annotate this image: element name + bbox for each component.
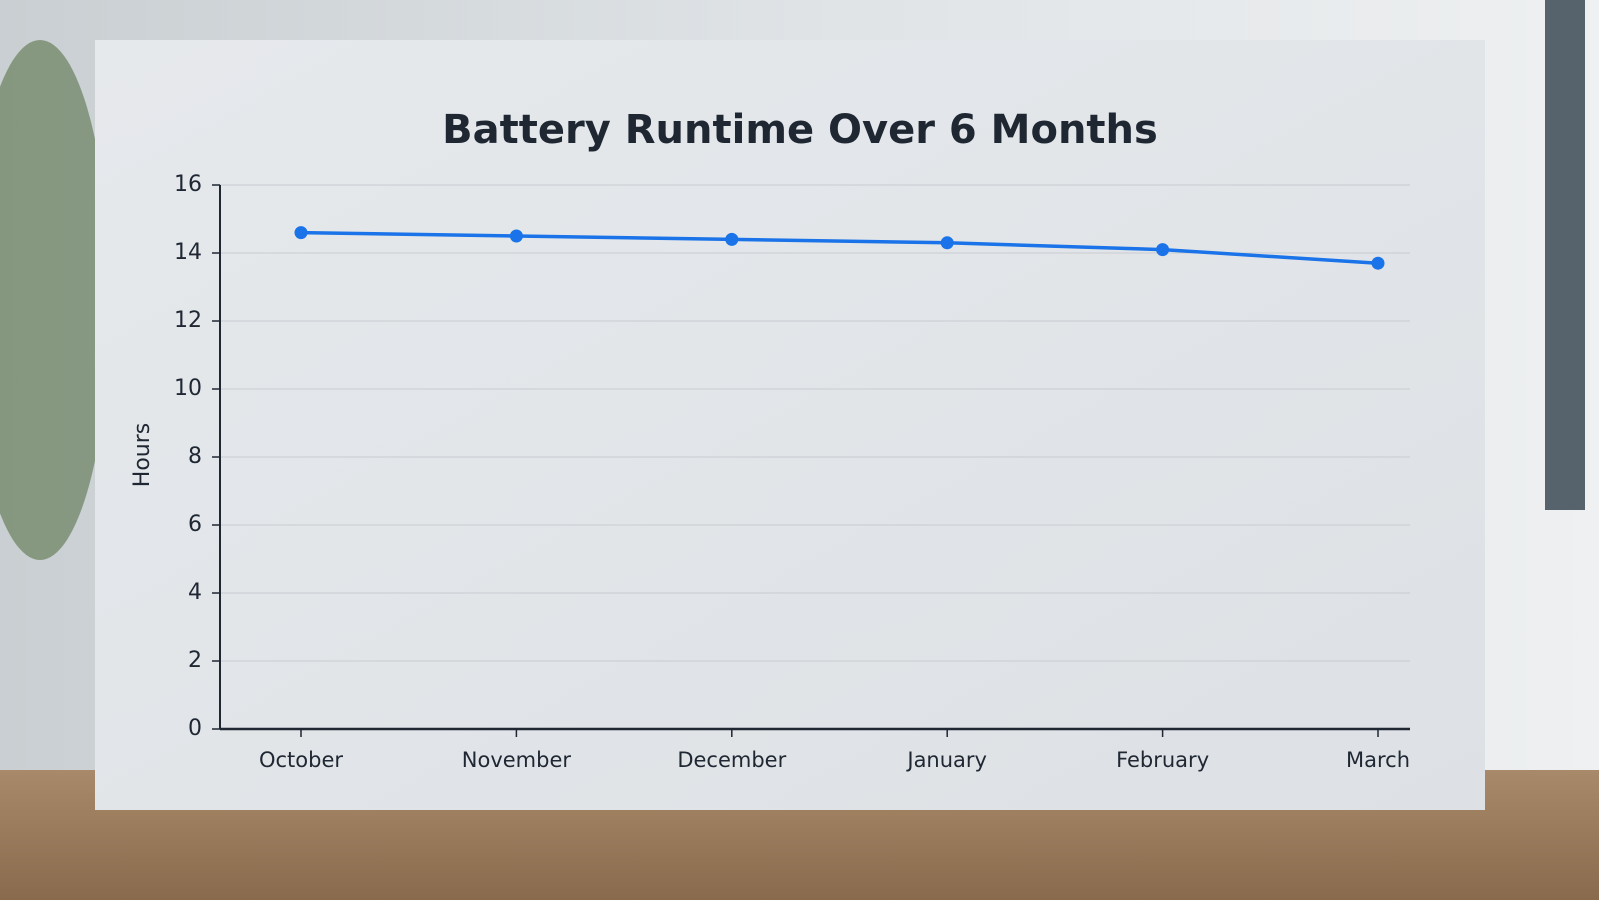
y-tick-label: 16 — [174, 172, 202, 197]
x-tick-label: October — [259, 748, 343, 772]
window-frame — [1545, 0, 1585, 510]
chart-title: Battery Runtime Over 6 Months — [442, 107, 1158, 153]
data-point — [1156, 243, 1170, 257]
data-point — [294, 226, 308, 240]
y-tick-label: 2 — [188, 648, 202, 673]
data-point — [725, 232, 739, 246]
y-tick-label: 8 — [188, 444, 202, 469]
data-line — [300, 230, 1379, 265]
plot-area: 0 2 4 6 8 10 12 14 16 October November December Janu… — [174, 172, 1410, 772]
y-tick-label: 10 — [174, 376, 202, 401]
x-tick-label: November — [462, 748, 572, 772]
x-tick-label: January — [905, 748, 987, 772]
y-tick-label: 6 — [188, 512, 202, 537]
y-axis-label: Hours — [130, 423, 155, 487]
x-tick-label: March — [1346, 748, 1410, 772]
y-tick-label: 4 — [188, 580, 202, 605]
x-tick-label: December — [677, 748, 786, 772]
y-tick-label: 14 — [174, 240, 202, 265]
data-point — [940, 236, 954, 250]
paper — [95, 40, 1485, 810]
x-tick-label: February — [1116, 748, 1209, 772]
y-tick-label: 0 — [188, 716, 202, 741]
data-point — [509, 229, 523, 243]
y-tick-label: 12 — [174, 308, 202, 333]
data-point — [1371, 256, 1385, 270]
plant — [0, 40, 110, 560]
